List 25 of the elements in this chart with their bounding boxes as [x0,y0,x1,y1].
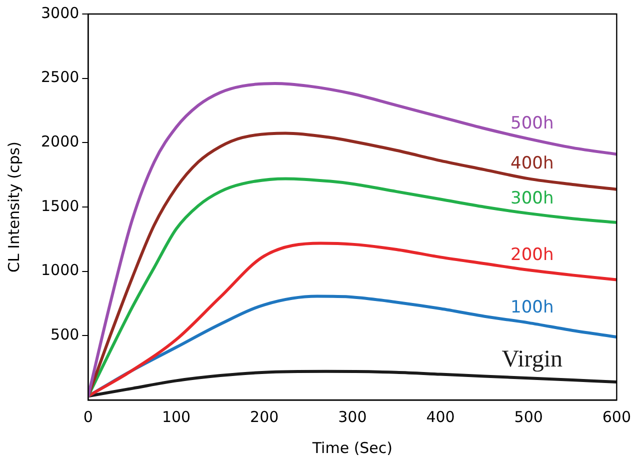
x-tick-label: 500 [514,408,543,426]
y-tick-label: 1000 [40,261,80,280]
series-label: 100h [510,298,554,318]
y-tick-label: 2500 [40,68,80,86]
series-label: 300h [510,188,554,208]
y-axis-title: CL Intensity (cps) [4,142,23,272]
x-tick-label: 0 [83,408,93,426]
x-axis-title: Time (Sec) [311,438,393,457]
x-tick-label: 200 [250,408,279,426]
line-series [88,242,617,398]
series-label: 400h [510,154,554,174]
line-series [88,177,617,398]
y-tick-label: 1500 [40,196,80,215]
x-tick-label: 300 [338,408,367,426]
series-label: 500h [510,114,554,134]
y-tick-label: 3000 [40,4,80,22]
y-tick-label: 2000 [40,132,80,151]
series-label: Virgin [502,346,563,372]
line-series [88,132,617,398]
series-label: 200h [510,244,554,265]
line-series [88,82,617,398]
x-tick-label: 400 [426,408,455,426]
y-tick-label: 500 [50,326,80,344]
x-tick-label: 600 [602,408,632,426]
x-tick-label: 100 [162,408,191,426]
